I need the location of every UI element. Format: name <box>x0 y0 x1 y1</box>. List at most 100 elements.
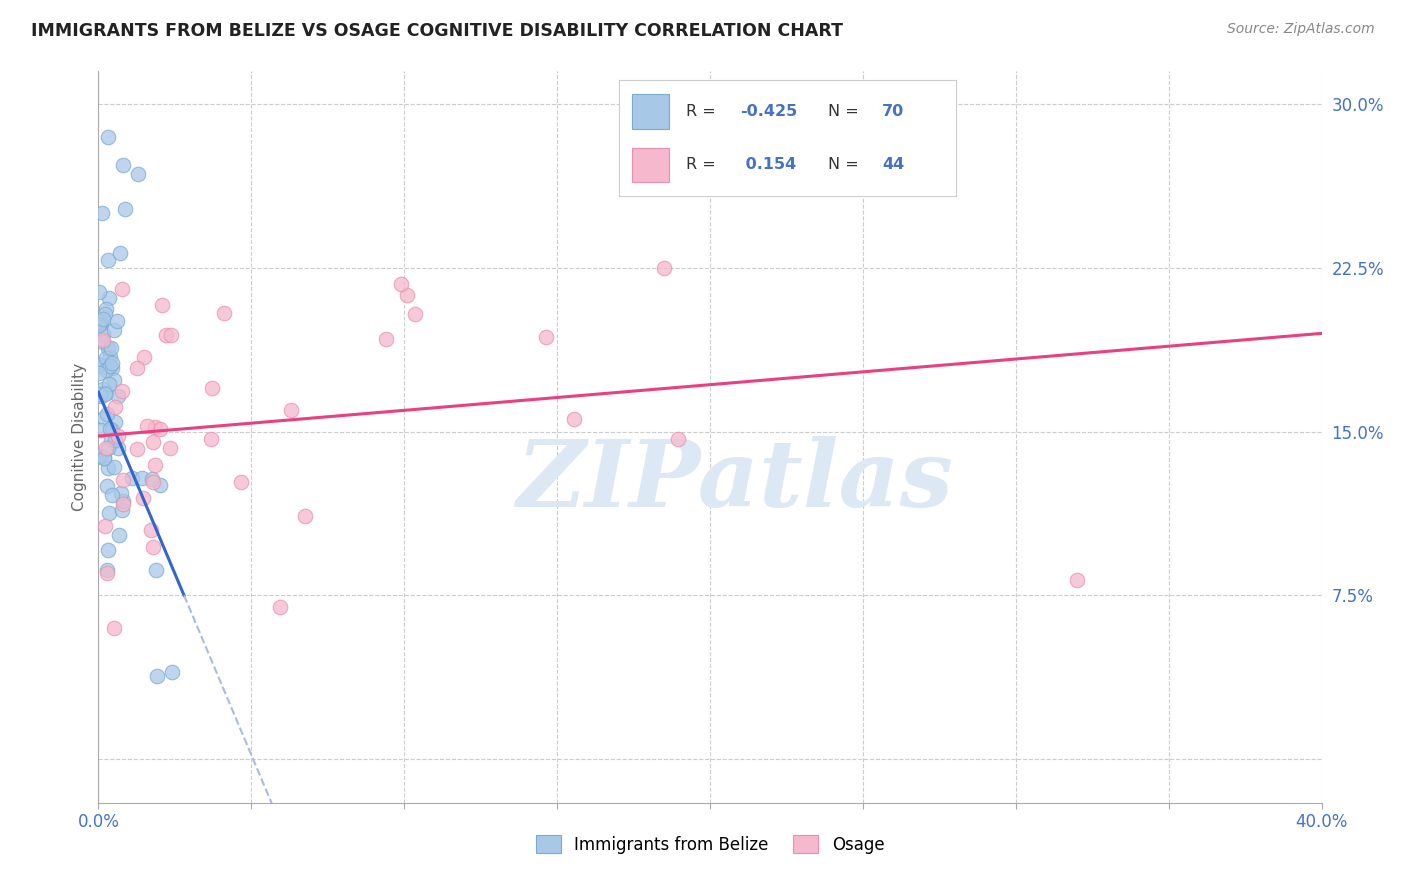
Point <box>91 311 114 326</box>
Point <box>96 478 118 492</box>
Point <box>93 450 115 465</box>
Point <box>87 449 110 463</box>
Point <box>389 277 412 291</box>
Point <box>90 316 112 330</box>
Point <box>111 158 134 172</box>
Point <box>200 432 222 446</box>
Point <box>93 451 115 466</box>
Point <box>90 389 112 403</box>
Text: N =: N = <box>828 104 863 120</box>
Point <box>280 403 302 417</box>
Point <box>127 167 149 181</box>
Point <box>94 387 117 401</box>
Point <box>145 563 167 577</box>
Point <box>111 282 134 296</box>
Point <box>97 291 120 305</box>
Point <box>96 566 118 580</box>
Point <box>96 407 118 421</box>
Point <box>141 472 163 486</box>
Point <box>136 419 159 434</box>
Point <box>107 429 129 443</box>
Point <box>100 434 122 448</box>
Point <box>94 442 117 456</box>
Point <box>103 322 125 336</box>
Point <box>101 356 124 370</box>
Point <box>160 328 183 343</box>
Point <box>98 350 121 364</box>
Point <box>159 441 181 455</box>
Point <box>134 350 156 364</box>
Point <box>94 307 117 321</box>
Point <box>97 341 120 355</box>
Point <box>97 543 120 558</box>
FancyBboxPatch shape <box>633 147 669 182</box>
Point <box>111 384 134 398</box>
Point <box>94 301 117 316</box>
Point <box>89 285 111 299</box>
Point <box>131 491 153 505</box>
Point <box>98 359 121 373</box>
Point <box>110 246 132 260</box>
Point <box>96 563 118 577</box>
Point <box>143 458 166 473</box>
Text: ZIPatlas: ZIPatlas <box>516 436 953 526</box>
Point <box>91 206 114 220</box>
Point <box>94 519 117 533</box>
Point <box>90 423 112 437</box>
Point <box>112 473 135 487</box>
Text: 0.154: 0.154 <box>740 157 796 172</box>
Point <box>98 506 121 520</box>
Point <box>101 423 124 437</box>
Text: 70: 70 <box>882 104 904 120</box>
Point <box>93 333 115 347</box>
Text: 44: 44 <box>882 157 904 172</box>
Point <box>105 314 128 328</box>
Point <box>404 307 426 321</box>
Point <box>97 376 120 391</box>
Point <box>103 621 125 635</box>
Point <box>87 315 110 329</box>
Point <box>104 433 127 447</box>
Point <box>294 509 316 524</box>
Point <box>150 298 173 312</box>
Point <box>125 360 148 375</box>
Point <box>104 415 127 429</box>
Point <box>149 422 172 436</box>
Point <box>91 335 114 350</box>
Point <box>928 129 950 144</box>
Text: R =: R = <box>686 104 721 120</box>
Point <box>93 411 115 425</box>
Point <box>112 494 135 508</box>
Point <box>143 420 166 434</box>
Point <box>1066 573 1088 587</box>
Point <box>91 383 114 397</box>
Point <box>562 411 585 425</box>
Point <box>127 442 149 457</box>
Point <box>666 432 689 446</box>
Point <box>111 497 134 511</box>
Point <box>89 317 111 331</box>
Point <box>229 475 252 489</box>
Point <box>160 665 183 679</box>
Point <box>94 385 117 400</box>
Point <box>107 442 129 456</box>
Point <box>110 486 132 500</box>
Text: N =: N = <box>828 157 863 172</box>
Text: R =: R = <box>686 157 721 172</box>
Point <box>111 502 134 516</box>
Y-axis label: Cognitive Disability: Cognitive Disability <box>72 363 87 511</box>
Point <box>149 478 172 492</box>
Point <box>96 351 118 366</box>
Point <box>107 389 129 403</box>
Point <box>97 129 120 144</box>
Text: Source: ZipAtlas.com: Source: ZipAtlas.com <box>1227 22 1375 37</box>
Point <box>96 363 118 377</box>
Point <box>652 260 675 275</box>
Point <box>131 471 153 485</box>
Point <box>89 358 111 372</box>
Point <box>100 341 122 355</box>
Point <box>103 373 125 387</box>
Point <box>101 360 124 375</box>
Point <box>87 366 110 380</box>
Point <box>101 488 124 502</box>
